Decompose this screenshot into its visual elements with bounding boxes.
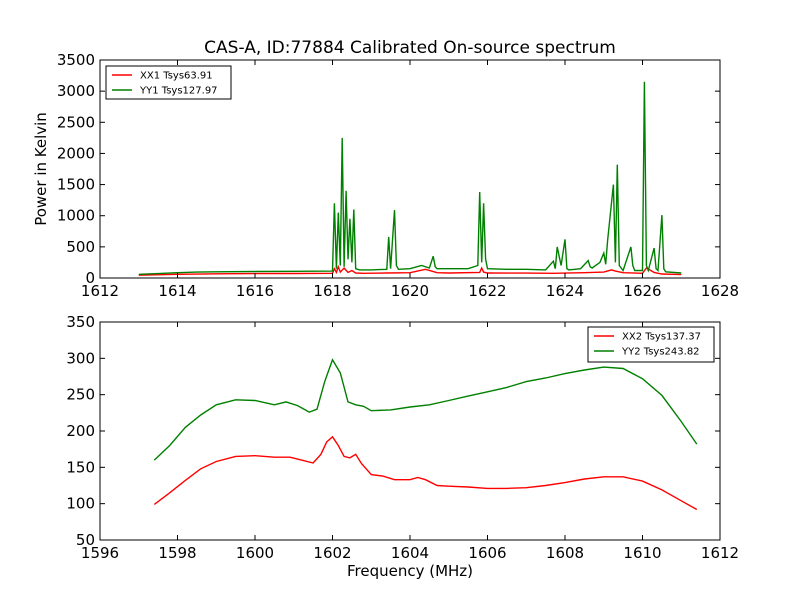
y-tick-label: 2000 bbox=[57, 144, 95, 162]
y-tick-label: 1000 bbox=[57, 207, 95, 225]
x-tick-label: 1612 bbox=[81, 282, 119, 300]
top-panel: 1612 1614 1616 1618 1620 1622 1624 1626 1628 0 500… bbox=[32, 51, 739, 300]
y-tick-label: 150 bbox=[66, 458, 95, 476]
y-tick-label: 100 bbox=[66, 495, 95, 513]
x-tick-label: 1596 bbox=[81, 544, 119, 562]
y-tick-label: 1500 bbox=[57, 176, 95, 194]
legend-box bbox=[587, 326, 715, 363]
series-line-yy bbox=[153, 358, 698, 461]
series-line-yy bbox=[138, 81, 682, 275]
x-tick-label: 1622 bbox=[468, 282, 506, 300]
x-tick-label: 1612 bbox=[701, 544, 739, 562]
x-tick-label: 1626 bbox=[623, 282, 661, 300]
x-tick-label: 1616 bbox=[236, 282, 274, 300]
x-tick-label: 1602 bbox=[313, 544, 351, 562]
x-tick-label: 1610 bbox=[623, 544, 661, 562]
y-tick-label: 500 bbox=[66, 238, 95, 256]
series-lines bbox=[138, 81, 682, 276]
x-axis-label: Frequency (MHz) bbox=[347, 562, 473, 580]
y-tick-label: 3000 bbox=[57, 82, 95, 100]
x-tick-label: 1598 bbox=[158, 544, 196, 562]
y-tick-label: 250 bbox=[66, 386, 95, 404]
x-tick-label: 1628 bbox=[701, 282, 739, 300]
legend: XX2 Tsys137.37 YY2 Tsys243.82 bbox=[587, 326, 715, 363]
y-tick-label: 3500 bbox=[57, 51, 95, 69]
y-tick-label: 200 bbox=[66, 422, 95, 440]
y-tick-label: 50 bbox=[76, 531, 95, 549]
x-tick-label: 1600 bbox=[236, 544, 274, 562]
x-tick-label: 1620 bbox=[391, 282, 429, 300]
x-tick-label: 1618 bbox=[313, 282, 351, 300]
y-tick-label: 2500 bbox=[57, 113, 95, 131]
legend-label-xx: XX2 Tsys137.37 bbox=[622, 332, 701, 343]
chart-title: CAS-A, ID:77884 Calibrated On-source spe… bbox=[204, 38, 616, 58]
legend-box bbox=[105, 65, 232, 100]
y-tick-label: 0 bbox=[85, 269, 95, 287]
series-lines bbox=[153, 358, 698, 511]
legend-label-xx: XX1 Tsys63.91 bbox=[140, 71, 213, 82]
bottom-panel: 1596 1598 1600 1602 1604 1606 1608 1610 1612 50 10… bbox=[66, 313, 739, 580]
series-line-xx bbox=[153, 435, 698, 511]
y-tick-label: 350 bbox=[66, 313, 95, 331]
x-tick-label: 1614 bbox=[158, 282, 196, 300]
legend-label-yy: YY1 Tsys127.97 bbox=[139, 86, 218, 97]
y-axis-label: Power in Kelvin bbox=[32, 112, 50, 226]
x-tick-label: 1624 bbox=[546, 282, 584, 300]
x-tick-label: 1604 bbox=[391, 544, 429, 562]
legend: XX1 Tsys63.91 YY1 Tsys127.97 bbox=[105, 65, 232, 100]
y-tick-label: 300 bbox=[66, 349, 95, 367]
legend-label-yy: YY2 Tsys243.82 bbox=[621, 347, 700, 358]
x-tick-label: 1606 bbox=[468, 544, 506, 562]
series-line-xx bbox=[138, 264, 682, 276]
x-tick-label: 1608 bbox=[546, 544, 584, 562]
